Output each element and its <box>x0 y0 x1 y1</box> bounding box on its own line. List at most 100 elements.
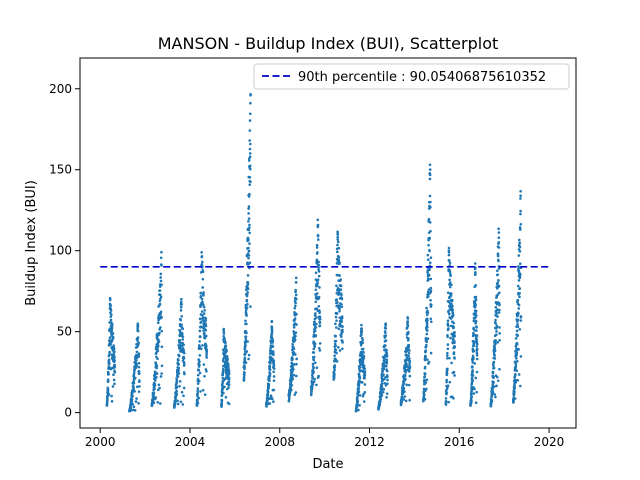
scatter-point <box>334 334 338 338</box>
scatter-point <box>428 194 432 198</box>
scatter-point <box>268 365 272 368</box>
scatter-point <box>407 383 411 387</box>
scatter-point <box>113 350 116 354</box>
scatter-point <box>425 343 428 347</box>
scatter-point <box>384 339 388 342</box>
scatter-point <box>445 354 449 357</box>
scatter-point <box>451 337 455 341</box>
scatter-point <box>405 356 409 360</box>
scatter-point <box>362 357 366 360</box>
scatter-point <box>158 302 162 306</box>
scatter-point <box>248 164 252 168</box>
scatter-point <box>474 311 477 315</box>
y-tick-label: 200 <box>49 82 72 96</box>
scatter-point <box>176 399 179 403</box>
scatter-point <box>221 370 225 374</box>
scatter-point <box>495 384 498 388</box>
scatter-point <box>137 341 140 344</box>
scatter-point <box>474 272 477 276</box>
scatter-point <box>474 376 478 380</box>
scatter-point <box>356 397 359 400</box>
scatter-point <box>385 360 389 364</box>
scatter-point <box>272 353 275 357</box>
legend-label: 90th percentile : 90.05406875610352 <box>298 70 546 85</box>
scatter-point <box>516 378 520 382</box>
scatter-point <box>113 363 117 367</box>
scatter-point <box>156 344 160 348</box>
scatter-point <box>446 347 450 351</box>
scatter-point <box>447 258 451 262</box>
scatter-point <box>157 388 160 392</box>
scatter-point <box>201 277 205 281</box>
scatter-point <box>313 345 317 349</box>
scatter-point <box>205 356 208 359</box>
scatter-point <box>518 295 521 299</box>
scatter-point <box>201 314 204 317</box>
scatter-point <box>178 339 182 342</box>
scatter-point <box>408 361 412 364</box>
scatter-point <box>494 318 497 322</box>
scatter-point <box>517 279 521 282</box>
scatter-point <box>384 344 387 347</box>
scatter-point <box>453 334 457 338</box>
scatter-point <box>360 323 363 327</box>
scatter-point <box>293 338 297 342</box>
scatter-point <box>152 391 156 394</box>
scatter-point <box>203 309 207 312</box>
scatter-point <box>227 386 230 389</box>
scatter-point <box>427 288 431 291</box>
scatter-point <box>245 306 249 310</box>
scatter-point <box>135 359 138 362</box>
scatter-point <box>384 327 388 330</box>
scatter-point <box>341 330 344 334</box>
scatter-point <box>294 334 297 338</box>
scatter-point <box>474 298 478 302</box>
scatter-point <box>450 361 453 365</box>
scatter-point <box>362 351 365 354</box>
scatter-point <box>137 365 141 369</box>
scatter-point <box>444 403 448 406</box>
scatter-point <box>314 334 318 337</box>
y-axis-ticks: 0 50 100 150 200 <box>49 82 80 420</box>
scatter-point <box>198 335 202 338</box>
scatter-point <box>109 318 113 322</box>
scatter-point <box>248 112 252 116</box>
scatter-point <box>109 315 113 318</box>
scatter-point <box>475 342 479 346</box>
scatter-point <box>245 299 249 303</box>
scatter-point <box>113 355 116 359</box>
scatter-point <box>180 297 183 301</box>
scatter-point <box>131 402 135 406</box>
scatter-point <box>318 311 321 315</box>
scatter-point <box>494 300 498 304</box>
scatter-point <box>201 265 204 268</box>
scatter-point <box>428 249 431 253</box>
scatter-point <box>334 322 337 326</box>
scatter-point <box>159 375 163 378</box>
scatter-point <box>132 405 136 409</box>
scatter-point <box>112 344 115 347</box>
scatter-point <box>224 345 228 348</box>
scatter-point <box>332 370 336 374</box>
scatter-point <box>137 390 141 393</box>
scatter-point <box>361 338 365 342</box>
scatter-point <box>380 382 384 385</box>
scatter-point <box>198 340 201 343</box>
scatter-point <box>227 383 231 386</box>
scatter-point <box>423 372 427 376</box>
scatter-point <box>494 339 497 342</box>
scatter-point <box>452 351 456 354</box>
scatter-point <box>271 397 274 401</box>
scatter-point <box>222 330 226 334</box>
scatter-point <box>452 397 455 400</box>
scatter-point <box>519 315 523 318</box>
scatter-point <box>111 332 115 335</box>
scatter-point <box>247 353 251 357</box>
scatter-point <box>404 399 408 403</box>
scatter-point <box>107 392 111 396</box>
scatter-point <box>176 375 180 378</box>
scatter-point <box>294 276 298 280</box>
scatter-point <box>197 396 201 400</box>
scatter-point <box>518 241 521 245</box>
scatter-point <box>313 329 317 333</box>
